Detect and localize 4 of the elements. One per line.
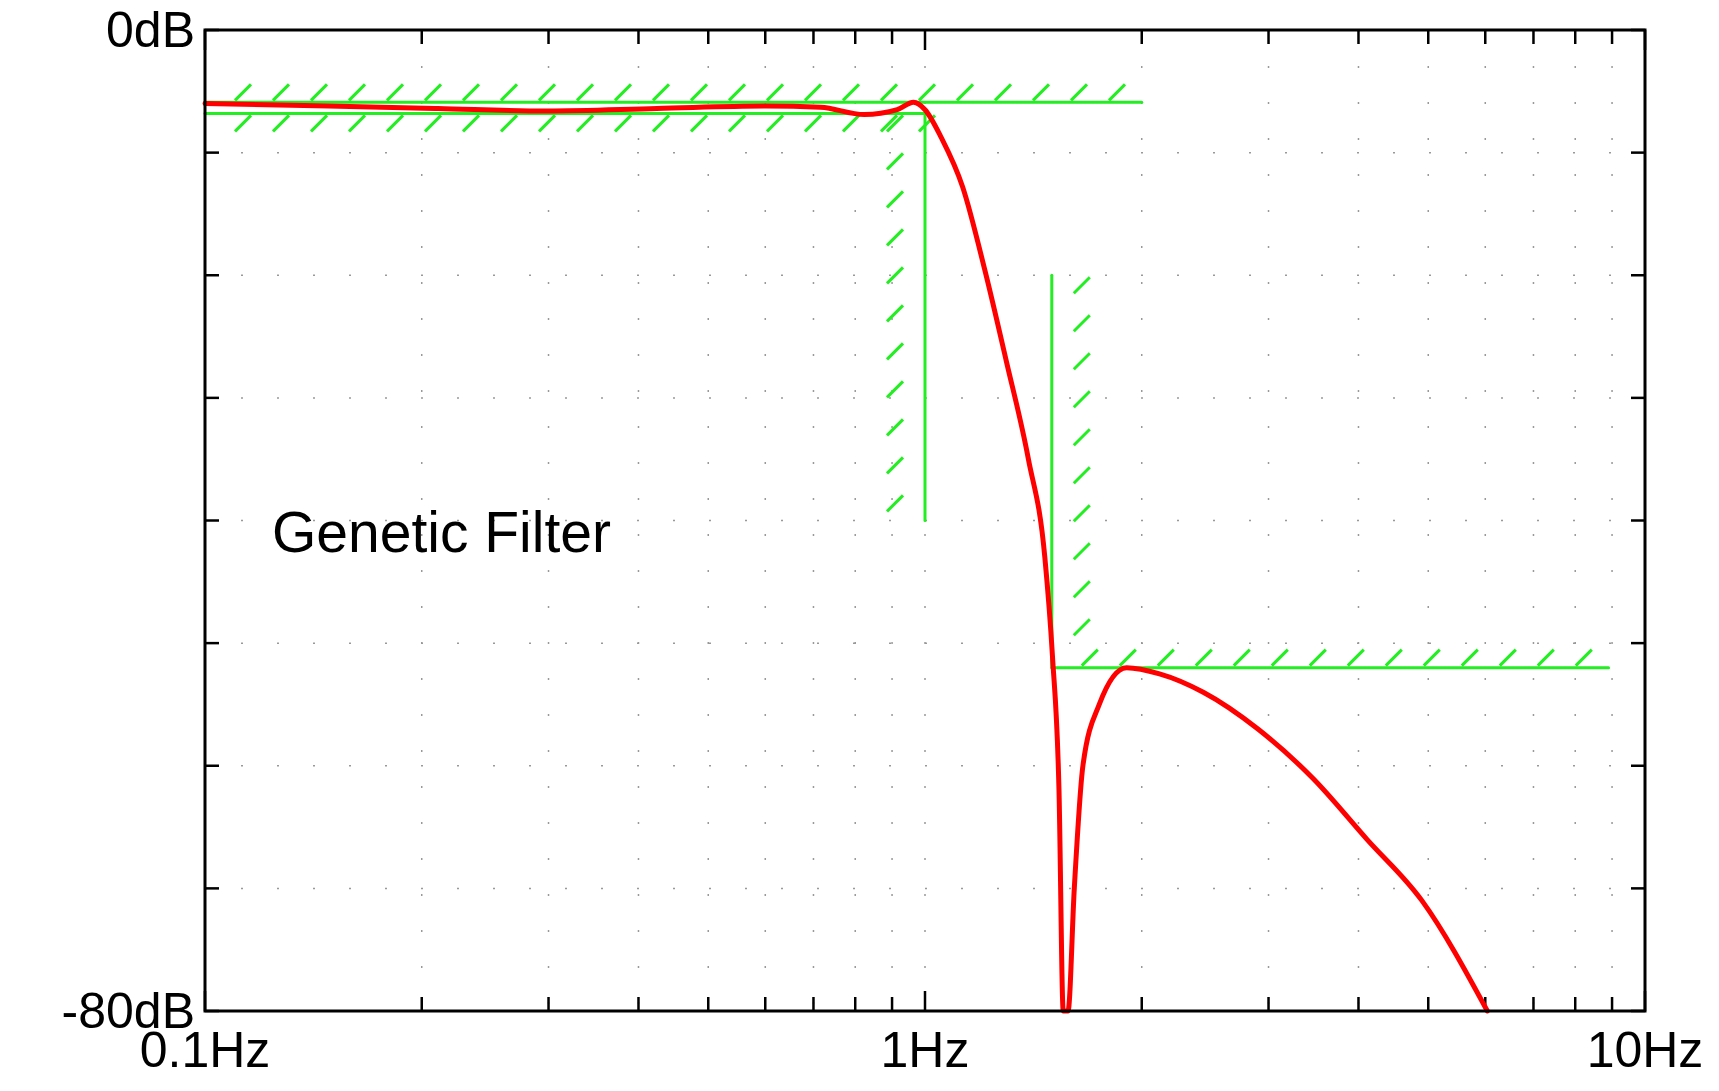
annotation: Genetic Filter [272, 500, 611, 564]
x-tick-label: 10Hz [1586, 1022, 1704, 1078]
x-tick-label: 1Hz [880, 1022, 970, 1078]
y-tick-label: 0dB [106, 2, 195, 58]
